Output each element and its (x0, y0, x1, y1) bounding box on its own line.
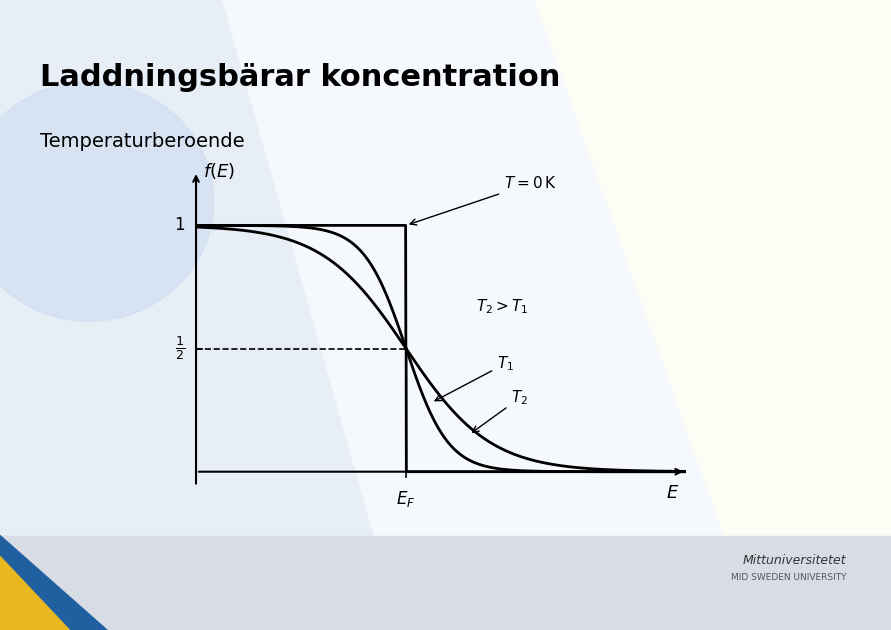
Text: MID SWEDEN UNIVERSITY: MID SWEDEN UNIVERSITY (731, 573, 846, 582)
Text: $T_2$: $T_2$ (472, 389, 528, 432)
Polygon shape (535, 0, 891, 630)
Text: $E_F$: $E_F$ (396, 489, 416, 509)
Text: Mittuniversitetet: Mittuniversitetet (743, 554, 846, 568)
Polygon shape (0, 554, 107, 630)
Polygon shape (223, 0, 757, 630)
Text: Laddningsbärar koncentration: Laddningsbärar koncentration (40, 63, 560, 92)
Text: 1: 1 (175, 216, 184, 234)
Ellipse shape (0, 82, 214, 321)
Polygon shape (0, 536, 107, 630)
Text: $E$: $E$ (666, 484, 679, 502)
Text: $T = 0\,\mathrm{K}$: $T = 0\,\mathrm{K}$ (410, 175, 557, 225)
Text: Temperaturberoende: Temperaturberoende (40, 132, 245, 151)
Text: $T_1$: $T_1$ (435, 354, 514, 401)
Bar (0, 536, 891, 630)
Text: $\frac{1}{2}$: $\frac{1}{2}$ (175, 335, 184, 362)
Text: $T_2 > T_1$: $T_2 > T_1$ (476, 297, 528, 316)
Text: $f(E)$: $f(E)$ (203, 161, 235, 181)
